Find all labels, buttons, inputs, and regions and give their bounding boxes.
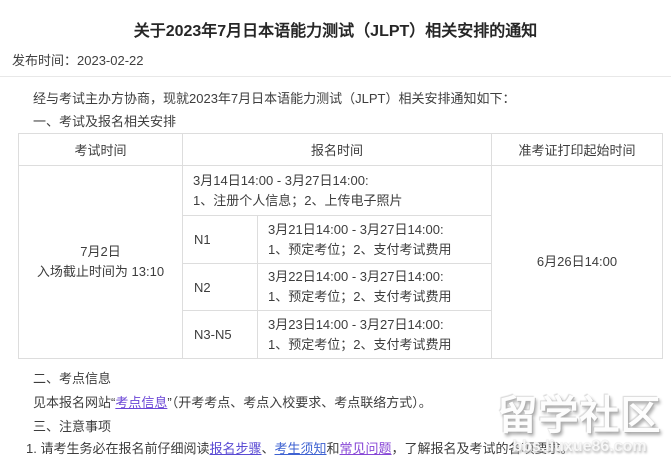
level-period: 3月23日14:00 - 3月27日14:00: — [268, 316, 444, 332]
level-detail-cell: 3月22日14:00 - 3月27日14:00: 1、预定考位；2、支付考试费用 — [256, 263, 493, 311]
header-exam-time: 考试时间 — [18, 133, 183, 166]
note1-sep2: 和 — [326, 441, 340, 456]
publish-label: 发布时间： — [12, 53, 78, 68]
ticket-print-cell: 6月26日14:00 — [491, 165, 664, 359]
page-title: 关于2023年7月日本语能力测试（JLPT）相关安排的通知 — [133, 23, 538, 40]
level-steps: 1、预定考位；2、支付考试费用 — [268, 336, 452, 352]
note1-paragraph: 1. 请考生务必在报名前仔细阅读报名步骤、考生须知和常见问题，了解报名及考试的各… — [26, 438, 574, 457]
level-steps: 1、预定考位；2、支付考试费用 — [268, 289, 452, 304]
exam-entry-deadline: 入场截止时间为 13:10 — [36, 264, 165, 279]
section2-heading: 二、考点信息 — [33, 371, 112, 386]
table-row-n3-n5: N3-N5 3月23日14:00 - 3月27日14:00: 1、预定考位；2、… — [19, 310, 663, 359]
intro-paragraph: 经与考试主办方协商，现就2023年7月日本语能力测试（JLPT）相关安排通知如下… — [33, 91, 516, 106]
exam-schedule-table: 考试时间 报名时间 准考证打印起始时间 7月2日 入场截止时间为 13:10 3… — [18, 133, 664, 359]
level-steps: 1、预定考位；2、支付考试费用 — [268, 241, 452, 257]
level-label: N3-N5 — [182, 310, 258, 359]
header-registration-time: 报名时间 — [181, 133, 493, 166]
level-period: 3月21日14:00 - 3月27日14:00: — [268, 221, 444, 237]
level-label: N1 — [182, 215, 258, 264]
registration-period: 3月14日14:00 - 3月27日14:00: — [193, 172, 369, 188]
level-period: 3月22日14:00 - 3月27日14:00: — [268, 269, 444, 284]
note1-sep1: 、 — [261, 441, 275, 456]
watermark-logo-text: 留学社区 — [497, 394, 662, 438]
section1-heading: 一、考试及报名相关安排 — [33, 114, 177, 129]
level-detail-cell: 3月21日14:00 - 3月27日14:00: 1、预定考位；2、支付考试费用 — [256, 215, 493, 264]
table-row-n1: N1 3月21日14:00 - 3月27日14:00: 1、预定考位；2、支付考… — [19, 215, 663, 264]
exam-date: 7月2日 — [80, 244, 121, 259]
note1-suffix: ，了解报名及考试的各项要求。 — [391, 441, 574, 456]
registration-common-cell: 3月14日14:00 - 3月27日14:00: 1、注册个人信息；2、上传电子… — [181, 165, 493, 216]
note1-prefix: 1. 请考生务必在报名前仔细阅读 — [26, 441, 210, 456]
registration-steps-link[interactable]: 报名步骤 — [209, 441, 262, 456]
section2-suffix: ”（开考考点、考点入校要求、考点联络方式）。 — [167, 395, 432, 410]
candidate-notice-link[interactable]: 考生须知 — [274, 441, 327, 456]
registration-steps: 1、注册个人信息；2、上传电子照片 — [193, 192, 403, 208]
level-label: N2 — [182, 263, 258, 311]
header-divider — [0, 76, 671, 77]
section3-heading: 三、注意事项 — [33, 419, 112, 434]
table-row-n2: N2 3月22日14:00 - 3月27日14:00: 1、预定考位；2、支付考… — [19, 263, 663, 311]
publish-time-row: 发布时间：2023-02-22 — [12, 50, 144, 69]
test-center-info-link[interactable]: 考点信息 — [115, 395, 168, 410]
header-ticket-print: 准考证打印起始时间 — [491, 133, 664, 166]
publish-date: 2023-02-22 — [77, 53, 144, 68]
section2-prefix: 见本报名网站“ — [33, 395, 116, 410]
table-header-row: 考试时间 报名时间 准考证打印起始时间 — [18, 133, 664, 166]
level-detail-cell: 3月23日14:00 - 3月27日14:00: 1、预定考位；2、支付考试费用 — [256, 310, 493, 359]
section2-paragraph: 见本报名网站“考点信息”（开考考点、考点入校要求、考点联络方式）。 — [33, 392, 432, 411]
exam-time-cell: 7月2日 入场截止时间为 13:10 — [18, 165, 183, 359]
table-row-registration: 7月2日 入场截止时间为 13:10 3月14日14:00 - 3月27日14:… — [18, 165, 664, 359]
faq-link[interactable]: 常见问题 — [339, 441, 392, 456]
